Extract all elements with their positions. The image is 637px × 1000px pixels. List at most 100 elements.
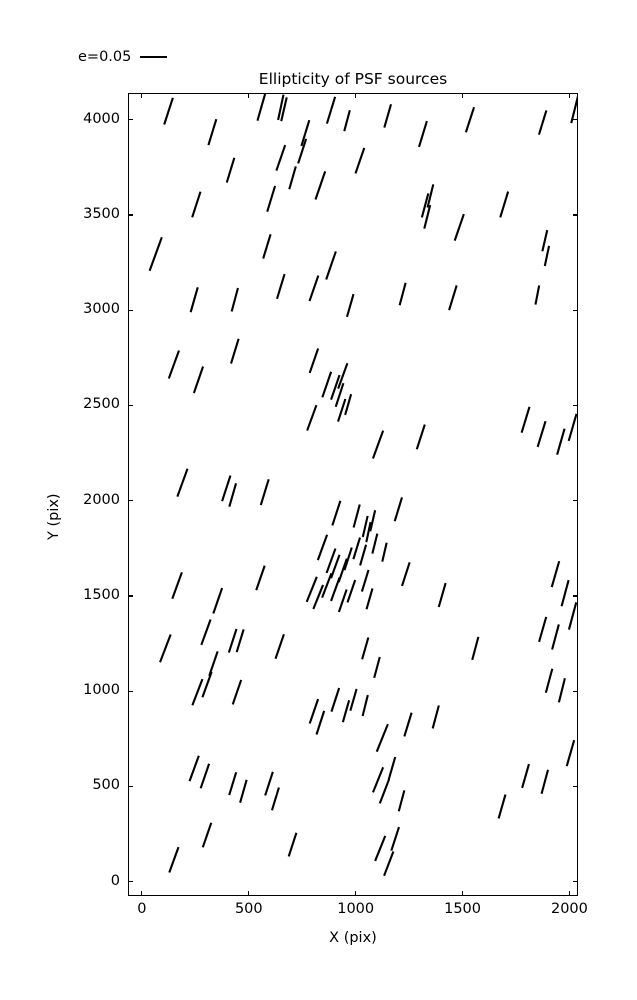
x-tick-label: 1500 bbox=[444, 901, 481, 917]
whisker-stick bbox=[228, 483, 238, 507]
whisker-stick bbox=[371, 430, 385, 459]
whisker-stick bbox=[330, 687, 341, 712]
x-tickmark bbox=[248, 93, 250, 98]
whisker-stick bbox=[372, 766, 385, 793]
y-tickmark bbox=[128, 309, 133, 311]
y-tickmark bbox=[573, 119, 578, 121]
whisker-stick bbox=[176, 468, 189, 497]
whisker-stick bbox=[201, 822, 213, 848]
whisker-stick bbox=[228, 771, 238, 796]
whisker-stick bbox=[337, 589, 348, 613]
whisker-stick bbox=[499, 191, 510, 218]
whisker-stick bbox=[274, 633, 285, 660]
whisker-stick bbox=[259, 478, 270, 506]
whisker-stick bbox=[557, 677, 566, 703]
whisker-sticks-layer bbox=[148, 94, 577, 877]
whisker-stick bbox=[189, 287, 199, 313]
whisker-stick bbox=[390, 826, 400, 852]
whisker-stick bbox=[148, 236, 163, 272]
whisker-stick bbox=[352, 537, 361, 560]
whisker-stick bbox=[536, 420, 547, 448]
whisker-stick bbox=[365, 521, 372, 543]
y-tickmark bbox=[573, 881, 578, 883]
whisker-stick bbox=[361, 694, 369, 717]
whisker-stick bbox=[330, 374, 341, 400]
whisker-stick bbox=[235, 629, 245, 653]
whisker-stick bbox=[325, 548, 337, 574]
whisker-stick bbox=[159, 634, 172, 663]
y-tick-label: 1500 bbox=[83, 586, 120, 603]
whisker-stick bbox=[471, 636, 480, 661]
whisker-stick bbox=[221, 475, 232, 502]
whisker-stick bbox=[423, 204, 432, 229]
whisker-stick bbox=[570, 95, 577, 124]
whisker-stick bbox=[337, 362, 349, 389]
whisker-stick bbox=[201, 671, 213, 698]
x-tick-label: 500 bbox=[234, 901, 263, 917]
whisker-stick bbox=[343, 109, 351, 132]
whisker-stick bbox=[550, 560, 561, 588]
whisker-stick bbox=[321, 371, 333, 398]
y-tickmark bbox=[573, 500, 578, 502]
whisker-stick bbox=[378, 778, 391, 804]
whisker-stick bbox=[330, 554, 341, 579]
whisker-stick bbox=[540, 769, 550, 795]
whisker-stick bbox=[349, 688, 358, 712]
ellipticity-scale-bar bbox=[140, 56, 168, 58]
whisker-stick bbox=[365, 588, 374, 610]
whisker-stick bbox=[453, 213, 465, 241]
x-tickmark bbox=[568, 891, 571, 896]
whisker-stick bbox=[560, 579, 570, 607]
whisker-stick bbox=[401, 561, 411, 587]
whisker-stick bbox=[262, 233, 272, 259]
whisker-stick bbox=[264, 771, 274, 796]
y-tickmark bbox=[128, 881, 133, 883]
whisker-stick bbox=[543, 245, 551, 267]
x-axis-label: X (pix) bbox=[329, 930, 377, 946]
whisker-stick bbox=[344, 393, 353, 416]
whisker-stick bbox=[387, 756, 397, 781]
y-tickmark bbox=[128, 690, 133, 692]
whisker-stick bbox=[464, 106, 476, 133]
whisker-stick bbox=[316, 534, 329, 561]
whisker-stick bbox=[551, 624, 560, 650]
x-tickmark bbox=[355, 891, 357, 896]
whisker-stick bbox=[230, 287, 239, 312]
whisker-stick bbox=[199, 763, 211, 789]
x-tick-label: 0 bbox=[137, 901, 147, 917]
whisker-stick bbox=[541, 229, 549, 252]
y-tickmark bbox=[573, 404, 578, 407]
whisker-stick bbox=[231, 679, 243, 705]
whisker-stick bbox=[374, 835, 387, 862]
whisker-stick bbox=[520, 406, 531, 433]
whisker-stick bbox=[420, 193, 430, 218]
whisker-stick bbox=[544, 668, 554, 694]
whisker-stick bbox=[341, 700, 351, 723]
y-tickmark bbox=[573, 690, 578, 692]
y-tick-label: 2000 bbox=[83, 491, 120, 508]
whisker-stick bbox=[556, 428, 566, 455]
whisker-stick bbox=[426, 184, 435, 208]
whisker-stick bbox=[321, 573, 333, 598]
whisker-stick bbox=[275, 144, 287, 171]
y-tick-label: 0 bbox=[110, 872, 120, 889]
whisker-stick bbox=[437, 582, 447, 608]
whisker-stick bbox=[200, 619, 212, 646]
whisker-stick bbox=[308, 698, 320, 724]
whisker-stick bbox=[346, 579, 357, 603]
y-tick-label: 3500 bbox=[83, 205, 120, 222]
x-tickmark bbox=[355, 93, 357, 98]
whisker-stick bbox=[314, 171, 327, 200]
whisker-stick bbox=[448, 285, 458, 311]
whisker-stick bbox=[361, 637, 370, 660]
whisker-stick bbox=[497, 794, 507, 819]
whisker-stick bbox=[331, 500, 342, 526]
whisker-stick bbox=[381, 542, 388, 562]
whisker-stick bbox=[312, 584, 325, 610]
x-tickmark bbox=[461, 891, 464, 896]
y-tickmark bbox=[128, 500, 133, 502]
y-tick-label: 1000 bbox=[83, 682, 120, 699]
whisker-stick bbox=[325, 251, 337, 280]
x-tickmark bbox=[141, 891, 143, 896]
